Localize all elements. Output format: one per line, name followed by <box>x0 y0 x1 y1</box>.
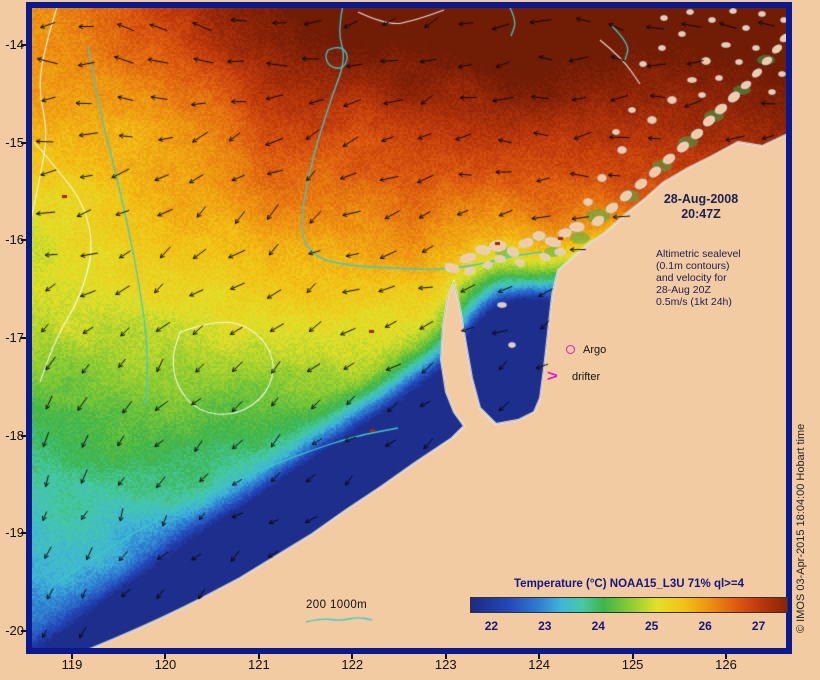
x-axis-tick-label: 120 <box>154 657 177 672</box>
x-axis-tick-label: 125 <box>621 657 644 672</box>
colorbar-tick-label: 22 <box>484 619 499 633</box>
x-axis-tick <box>445 654 447 659</box>
y-axis-tick-label: -15 <box>5 134 24 150</box>
copyright-vertical-label: © IMOS 03-Apr-2015 18:04:00 Hobart time <box>795 423 807 633</box>
colorbar-tick-label: 26 <box>698 619 712 633</box>
drifter-marker: > <box>546 367 558 386</box>
y-axis-tick-label: -20 <box>5 623 24 639</box>
colorbar-tick-label: 23 <box>538 619 552 633</box>
sst-map-canvas <box>32 8 786 648</box>
y-axis-tick <box>21 337 26 339</box>
colorbar-tick-label: 24 <box>591 619 605 633</box>
x-axis-tick <box>632 654 634 659</box>
x-axis-tick <box>725 654 727 659</box>
y-axis-tick-label: -17 <box>5 330 24 345</box>
y-axis-tick <box>21 44 26 46</box>
x-axis-tick-label: 124 <box>528 657 550 672</box>
argo-float-marker <box>566 345 575 354</box>
colorbar-tick-label: 27 <box>751 619 766 633</box>
x-axis-tick-label: 121 <box>248 657 270 672</box>
y-axis-tick <box>21 435 26 437</box>
y-axis-tick-label: -19 <box>5 525 24 541</box>
y-axis-tick <box>21 239 26 241</box>
temperature-colorbar: Temperature (°C) NOAA15_L3U 71% ql>=4 22… <box>470 578 788 638</box>
colorbar-tick-label: 25 <box>645 619 659 633</box>
x-axis-tick-label: 119 <box>61 657 83 672</box>
x-axis-tick <box>351 654 353 659</box>
y-axis-tick <box>21 532 26 534</box>
colorbar-gradient <box>470 597 788 613</box>
x-axis-tick <box>538 654 540 659</box>
x-axis-tick <box>71 654 73 659</box>
x-axis-tick <box>164 654 166 659</box>
y-axis-tick-label: -18 <box>5 427 24 443</box>
map-plot-frame: 28-Aug-2008 20:47Z Altimetric sealevel (0… <box>26 2 792 654</box>
y-axis-tick-label: -16 <box>5 232 24 248</box>
x-axis-tick <box>258 654 260 659</box>
colorbar-title: Temperature (°C) NOAA15_L3U 71% ql>=4 <box>514 578 744 590</box>
y-axis-tick-label: -14 <box>5 37 24 52</box>
x-axis-tick-label: 122 <box>341 657 364 672</box>
y-axis-tick <box>21 142 26 144</box>
x-axis-tick-label: 123 <box>434 657 457 672</box>
x-axis-tick-label: 126 <box>715 657 737 672</box>
y-axis-tick <box>21 630 26 632</box>
